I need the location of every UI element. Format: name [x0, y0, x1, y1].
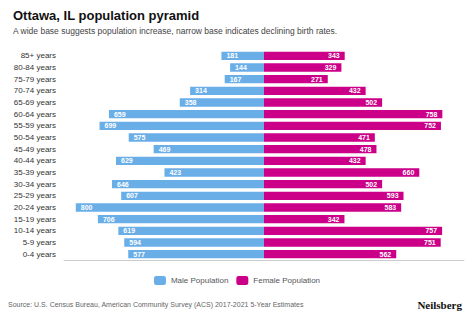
- svg-text:Female Population: Female Population: [253, 276, 320, 285]
- svg-text:35-39 years: 35-39 years: [14, 168, 56, 177]
- svg-text:646: 646: [117, 181, 129, 188]
- svg-text:50-54 years: 50-54 years: [14, 133, 56, 142]
- svg-text:471: 471: [358, 134, 370, 141]
- svg-text:751: 751: [424, 239, 436, 246]
- svg-text:Neilsberg: Neilsberg: [417, 299, 462, 311]
- svg-text:607: 607: [126, 192, 138, 199]
- svg-text:659: 659: [114, 111, 126, 118]
- svg-text:70-74 years: 70-74 years: [14, 86, 56, 95]
- svg-text:562: 562: [380, 251, 392, 258]
- svg-text:Ottawa, IL population pyramid: Ottawa, IL population pyramid: [13, 8, 199, 23]
- svg-text:65-69 years: 65-69 years: [14, 98, 56, 107]
- svg-text:329: 329: [325, 64, 337, 71]
- svg-text:45-49 years: 45-49 years: [14, 145, 56, 154]
- svg-text:342: 342: [328, 216, 340, 223]
- svg-text:502: 502: [365, 99, 377, 106]
- svg-text:423: 423: [169, 169, 181, 176]
- svg-text:594: 594: [129, 239, 141, 246]
- svg-text:706: 706: [103, 216, 115, 223]
- svg-text:343: 343: [328, 52, 340, 59]
- svg-text:699: 699: [105, 122, 117, 129]
- svg-text:25-29 years: 25-29 years: [14, 191, 56, 200]
- svg-text:55-59 years: 55-59 years: [14, 121, 56, 130]
- svg-text:432: 432: [349, 157, 361, 164]
- svg-text:20-24 years: 20-24 years: [14, 203, 56, 212]
- svg-text:181: 181: [226, 52, 238, 59]
- svg-text:469: 469: [159, 146, 171, 153]
- svg-text:Male Population: Male Population: [171, 276, 228, 285]
- svg-text:619: 619: [123, 227, 135, 234]
- svg-text:80-84 years: 80-84 years: [14, 63, 56, 72]
- svg-text:752: 752: [424, 122, 436, 129]
- svg-text:758: 758: [426, 111, 438, 118]
- svg-text:358: 358: [185, 99, 197, 106]
- svg-text:15-19 years: 15-19 years: [14, 215, 56, 224]
- svg-text:A wide base suggests populatio: A wide base suggests population increase…: [13, 26, 337, 36]
- svg-text:167: 167: [230, 76, 242, 83]
- svg-text:432: 432: [349, 87, 361, 94]
- svg-text:271: 271: [311, 76, 323, 83]
- svg-text:660: 660: [403, 169, 415, 176]
- svg-text:40-44 years: 40-44 years: [14, 156, 56, 165]
- svg-text:629: 629: [121, 157, 133, 164]
- svg-text:478: 478: [360, 146, 372, 153]
- svg-text:60-64 years: 60-64 years: [14, 110, 56, 119]
- svg-text:30-34 years: 30-34 years: [14, 180, 56, 189]
- svg-text:0-4 years: 0-4 years: [23, 250, 56, 259]
- svg-text:75-79 years: 75-79 years: [14, 75, 56, 84]
- svg-text:575: 575: [134, 134, 146, 141]
- svg-text:583: 583: [384, 204, 396, 211]
- svg-text:314: 314: [195, 87, 207, 94]
- svg-text:593: 593: [387, 192, 399, 199]
- svg-text:5-9 years: 5-9 years: [23, 238, 56, 247]
- svg-text:85+ years: 85+ years: [21, 51, 56, 60]
- svg-text:10-14 years: 10-14 years: [14, 226, 56, 235]
- svg-text:800: 800: [81, 204, 93, 211]
- svg-text:757: 757: [425, 227, 437, 234]
- svg-text:577: 577: [133, 251, 145, 258]
- svg-text:144: 144: [235, 64, 247, 71]
- svg-text:Source: U.S. Census Bureau, Am: Source: U.S. Census Bureau, American Com…: [8, 301, 304, 309]
- svg-text:502: 502: [365, 181, 377, 188]
